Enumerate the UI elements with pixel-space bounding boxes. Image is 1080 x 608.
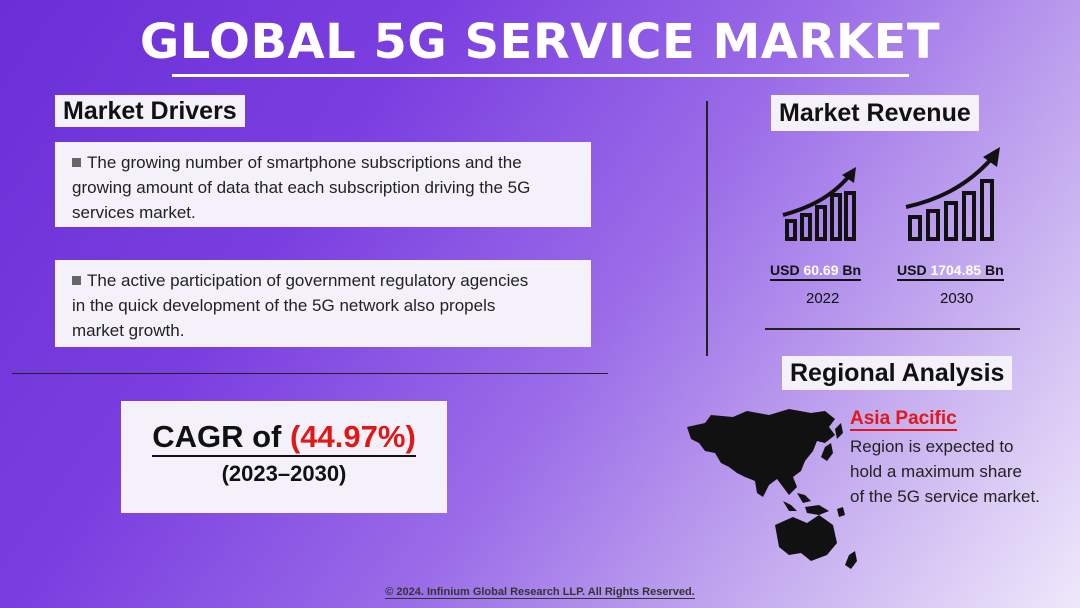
currency-label: USD [770, 262, 800, 278]
driver-item: The active participation of government r… [55, 260, 591, 347]
section-divider [12, 373, 608, 374]
driver-item: The growing number of smartphone subscri… [55, 142, 591, 227]
page-title: GLOBAL 5G SERVICE MARKET [139, 14, 941, 70]
market-drivers-heading: Market Drivers [55, 95, 245, 127]
copyright-footer: © 2024. Infinium Global Research LLP. Al… [0, 586, 1080, 599]
revenue-year-2030: 2030 [940, 290, 974, 307]
regional-analysis-heading: Regional Analysis [782, 356, 1013, 390]
cagr-panel: CAGR of (44.97%) (2023–2030) [121, 401, 447, 513]
cagr-years: (2023–2030) [221, 461, 347, 486]
region-text-line: Region is expected to [850, 437, 1014, 456]
revenue-divider [765, 328, 1020, 330]
revenue-value-2022: USD 60.69 Bn [770, 262, 862, 281]
bullet-icon [72, 276, 81, 285]
market-revenue-heading: Market Revenue [771, 95, 979, 131]
unit-label: Bn [842, 262, 862, 278]
revenue-year-2022: 2022 [806, 290, 840, 307]
driver-text: The growing number of smartphone subscri… [72, 153, 531, 222]
copyright-text: © 2024. Infinium Global Research LLP. Al… [385, 586, 695, 599]
revenue-value-2030: USD 1704.85 Bn [897, 262, 1004, 281]
cagr-label: CAGR of (44.97%) [152, 419, 416, 457]
cagr-prefix: CAGR of [152, 419, 290, 454]
growth-chart-icon [782, 167, 856, 241]
region-name: Asia Pacific [850, 408, 957, 431]
driver-text: The active participation of government r… [72, 271, 529, 340]
region-text-line: of the 5G service market. [850, 487, 1040, 506]
region-name-wrap: Asia Pacific [850, 408, 957, 431]
revenue-value: 60.69 [803, 262, 839, 278]
bullet-icon [72, 158, 81, 167]
cagr-value: (44.97%) [289, 419, 416, 454]
currency-label: USD [897, 262, 927, 278]
unit-label: Bn [984, 262, 1004, 278]
growth-chart-icon [905, 147, 1000, 241]
region-text-line: hold a maximum share [850, 462, 1022, 481]
asia-pacific-map-icon [687, 409, 857, 569]
region-description: Region is expected to hold a maximum sha… [850, 434, 1040, 509]
title-underline [172, 74, 909, 77]
revenue-value: 1704.85 [930, 262, 982, 278]
vertical-divider [706, 101, 708, 356]
